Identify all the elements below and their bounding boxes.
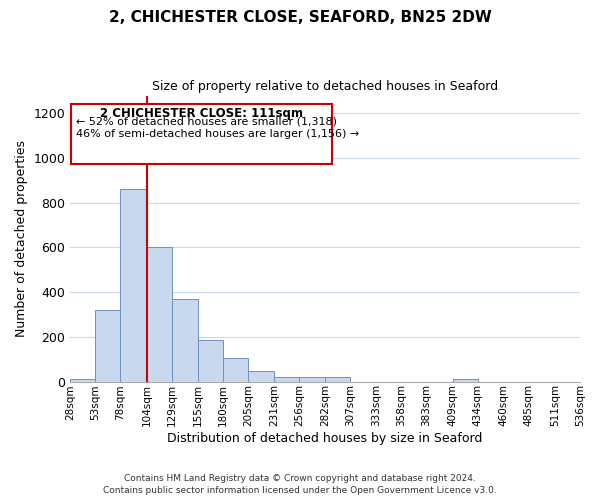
Y-axis label: Number of detached properties: Number of detached properties <box>15 140 28 337</box>
Bar <box>325 377 350 382</box>
Bar <box>172 299 198 382</box>
Bar <box>146 248 172 382</box>
Bar <box>121 190 146 382</box>
Text: 2 CHICHESTER CLOSE: 111sqm: 2 CHICHESTER CLOSE: 111sqm <box>100 106 303 120</box>
Bar <box>95 310 121 382</box>
Bar <box>223 358 248 382</box>
Bar <box>274 376 299 382</box>
Bar <box>299 377 325 382</box>
Text: 2, CHICHESTER CLOSE, SEAFORD, BN25 2DW: 2, CHICHESTER CLOSE, SEAFORD, BN25 2DW <box>109 10 491 25</box>
Bar <box>248 372 274 382</box>
X-axis label: Distribution of detached houses by size in Seaford: Distribution of detached houses by size … <box>167 432 483 445</box>
Bar <box>70 380 95 382</box>
Bar <box>452 380 478 382</box>
Title: Size of property relative to detached houses in Seaford: Size of property relative to detached ho… <box>152 80 498 93</box>
FancyBboxPatch shape <box>71 104 332 164</box>
Text: ← 52% of detached houses are smaller (1,318): ← 52% of detached houses are smaller (1,… <box>76 117 337 127</box>
Text: 46% of semi-detached houses are larger (1,156) →: 46% of semi-detached houses are larger (… <box>76 129 359 139</box>
Bar <box>198 340 223 382</box>
Text: Contains HM Land Registry data © Crown copyright and database right 2024.
Contai: Contains HM Land Registry data © Crown c… <box>103 474 497 495</box>
